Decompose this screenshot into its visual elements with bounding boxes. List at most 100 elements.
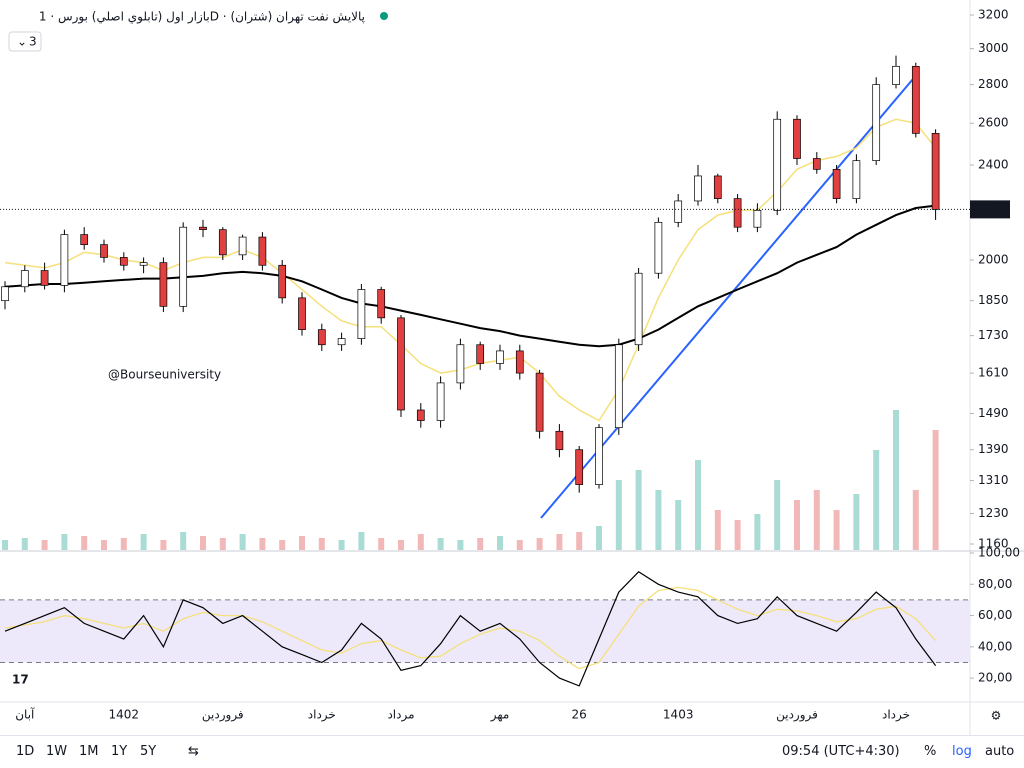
indicators-toggle[interactable] xyxy=(8,31,42,52)
range-button[interactable]: 1W xyxy=(46,744,68,759)
candle-body xyxy=(377,289,386,319)
x-tick-label: فروردين xyxy=(776,708,818,723)
volume-bar xyxy=(140,534,147,550)
candle-body xyxy=(931,133,940,210)
percent-button[interactable]: % xyxy=(924,744,937,759)
volume-bar xyxy=(655,490,662,550)
y-tick-label: 1610 xyxy=(978,366,1009,380)
candle-body xyxy=(456,344,465,384)
ma-long xyxy=(4,204,936,348)
candle-body xyxy=(496,350,504,364)
rsi-tick-label: 60,00 xyxy=(978,608,1012,622)
volume-bar xyxy=(794,500,800,550)
y-tick-label: 2400 xyxy=(978,157,1009,171)
y-tick-label: 1230 xyxy=(978,506,1009,520)
candle-body xyxy=(515,350,524,374)
volume-bar xyxy=(160,540,167,550)
range-button[interactable]: 1M xyxy=(79,744,99,759)
plot: 3200 3000 2800 2600 2400 2000 1850 1730 1610 1490… xyxy=(0,8,1020,723)
volume-bar xyxy=(318,538,325,550)
rsi-line xyxy=(4,571,937,687)
candle-body xyxy=(218,229,227,256)
volume-bar xyxy=(833,510,840,550)
last-price-box xyxy=(970,200,1010,219)
candle-body xyxy=(139,262,148,266)
date-range-icon[interactable]: ⇆ xyxy=(188,744,199,759)
volume-bar xyxy=(556,534,563,550)
chart: 3200 3000 2800 2600 2400 2000 1850 1730 1610 1490… xyxy=(0,0,1024,735)
volume-bar xyxy=(695,460,701,550)
y-tick-label: 2800 xyxy=(978,77,1009,91)
volume-bar xyxy=(180,532,187,550)
candle-body xyxy=(713,175,722,199)
bottom-toolbar: 1D 1W 1M 1Y 5Y ⇆ 09:54 (UTC+4:30) % log … xyxy=(0,735,1024,768)
range-button[interactable]: 5Y xyxy=(140,744,157,759)
volume-bar xyxy=(437,538,444,550)
candle-body xyxy=(674,200,683,223)
candle-body xyxy=(911,65,920,134)
rsi-signal xyxy=(4,586,937,670)
volume-bar xyxy=(615,480,622,550)
rsi-tick-label: 80,00 xyxy=(978,577,1012,591)
candle-body xyxy=(1,286,9,302)
candle-body xyxy=(793,118,801,159)
candle-body xyxy=(357,289,366,339)
volume-bar xyxy=(299,536,305,550)
volume-bar xyxy=(101,540,107,550)
x-tick-label: 26 xyxy=(572,708,587,722)
candle-body xyxy=(238,236,247,256)
volume-bar xyxy=(714,510,721,550)
candle-body xyxy=(278,264,287,299)
candle-body xyxy=(179,226,188,307)
volume-bar xyxy=(219,538,226,550)
x-tick-label: 1402 xyxy=(109,708,140,722)
y-tick-label: 2600 xyxy=(978,116,1009,130)
watermark: @Bourseuniversity xyxy=(108,368,221,382)
y-tick-label: 2000 xyxy=(978,253,1009,267)
volume-bar xyxy=(477,538,484,550)
volume-bar xyxy=(81,536,88,550)
candle-body xyxy=(852,160,861,199)
candle-body xyxy=(654,221,663,274)
volume-bar xyxy=(239,534,246,550)
candle-body xyxy=(40,270,49,286)
volume-bar xyxy=(536,538,543,550)
candle-body xyxy=(20,270,29,288)
candle-body xyxy=(892,65,900,85)
volume-bar xyxy=(338,540,345,550)
auto-button[interactable]: auto xyxy=(985,744,1015,759)
volume-bar xyxy=(576,532,583,550)
y-tick-label: 1310 xyxy=(978,473,1009,487)
volume-bar xyxy=(417,534,424,550)
volume-bar xyxy=(932,430,939,550)
settings-icon[interactable]: ⚙ xyxy=(991,709,1002,723)
volume-bar xyxy=(635,470,642,550)
volume-bar xyxy=(774,480,781,550)
y-tick-label: 3200 xyxy=(978,8,1009,22)
y-tick-label: 1850 xyxy=(978,293,1009,307)
range-button[interactable]: 1D xyxy=(16,744,35,759)
x-tick-label: 1403 xyxy=(663,708,694,722)
candle-body xyxy=(119,257,128,266)
y-tick-label: 1730 xyxy=(978,328,1009,342)
candle-body xyxy=(80,234,89,245)
x-tick-label: مهر xyxy=(490,708,510,723)
chevron: ⌄ xyxy=(17,35,27,49)
volume-bar xyxy=(734,520,741,550)
candle-body xyxy=(812,158,821,170)
chart-title: بازار اول (تابلوي اصلي) بورس · 1D · پالا… xyxy=(39,10,365,25)
volume-bar xyxy=(873,450,880,550)
volume-bar xyxy=(754,514,761,550)
log-button[interactable]: log xyxy=(952,744,972,759)
range-button[interactable]: 1Y xyxy=(111,744,128,759)
clock: 09:54 (UTC+4:30) xyxy=(782,744,900,759)
x-tick-label: خرداد xyxy=(882,708,910,723)
candle-body xyxy=(476,344,485,364)
volume-bar xyxy=(378,538,385,550)
status-dot xyxy=(380,12,388,20)
candle-body xyxy=(416,409,425,421)
candle-body xyxy=(832,168,841,199)
volume-bar xyxy=(200,536,206,550)
candle-body xyxy=(100,244,108,258)
